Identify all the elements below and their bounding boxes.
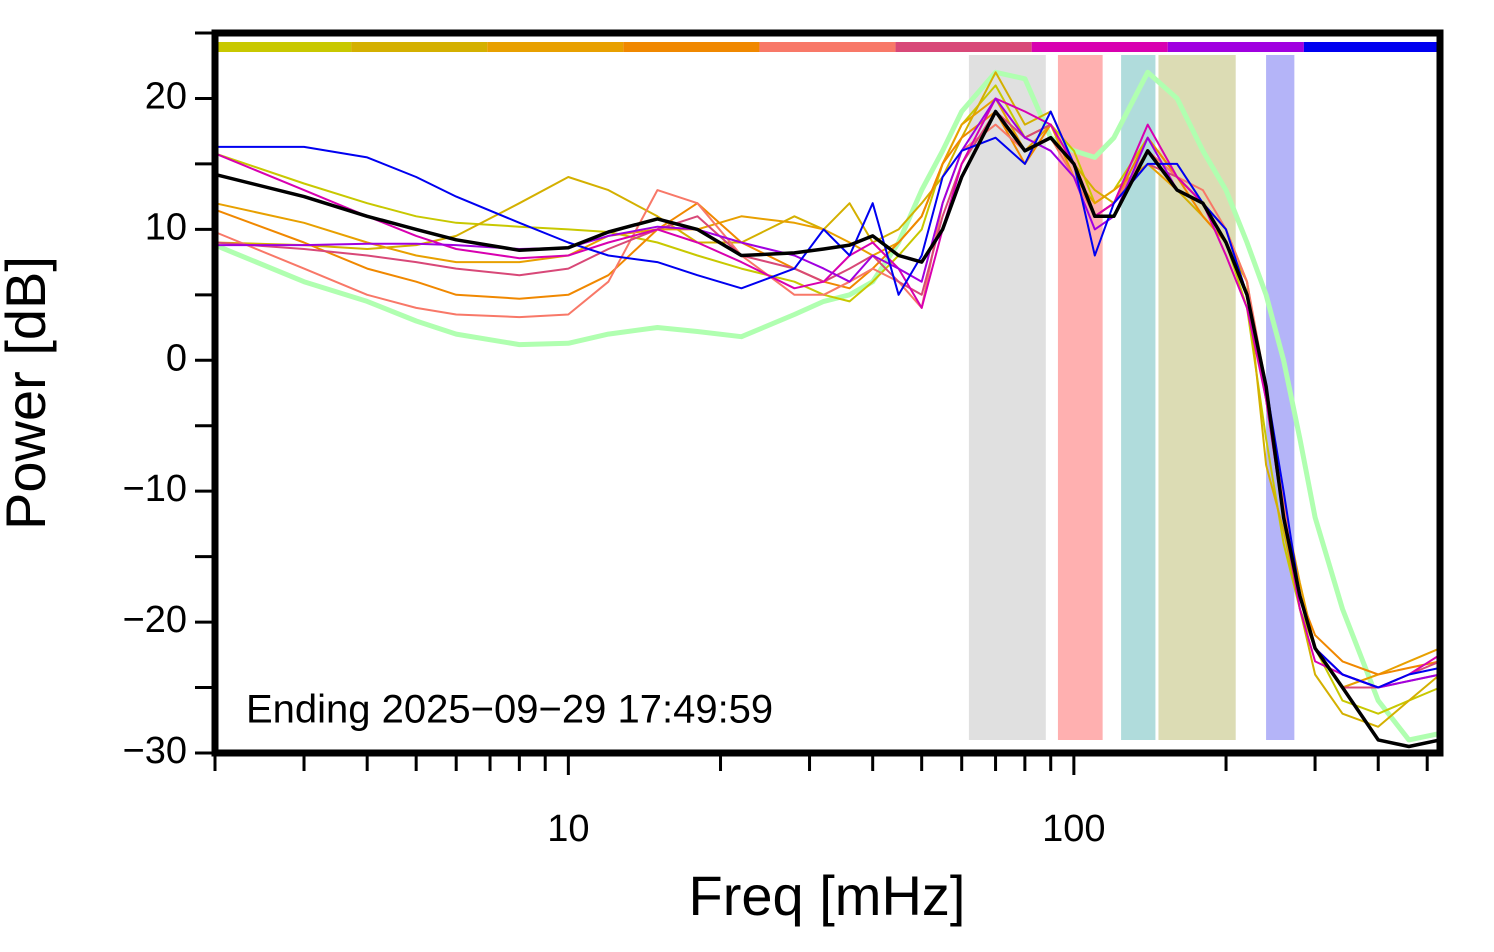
x-tick-label: 10 xyxy=(547,808,589,850)
annotation: Ending 2025−09−29 17:49:59 xyxy=(246,688,773,732)
x-tick-label: 100 xyxy=(1042,808,1105,850)
plot-frame xyxy=(211,29,1444,757)
y-tick-label: 10 xyxy=(145,206,187,248)
series-line xyxy=(214,97,1441,689)
series-line xyxy=(214,123,1441,689)
band xyxy=(1158,55,1236,740)
y-tick-label: −20 xyxy=(123,599,187,641)
colorbar-segment xyxy=(351,42,488,52)
colorbar-segment xyxy=(1031,42,1168,52)
colorbar-segment xyxy=(759,42,896,52)
colorbar-segment xyxy=(1303,42,1440,52)
y-tick-label: 20 xyxy=(145,75,187,117)
y-tick-label: 0 xyxy=(166,337,187,379)
y-axis-label: Power [dB] xyxy=(0,256,57,530)
colorbar-segment xyxy=(623,42,760,52)
series-line xyxy=(214,84,1441,715)
colorbar-segment xyxy=(895,42,1032,52)
colorbar-segment xyxy=(487,42,624,52)
colorbar-segment xyxy=(1167,42,1304,52)
band xyxy=(968,55,1046,740)
series-line xyxy=(214,97,1441,689)
series-line xyxy=(214,110,1441,676)
colorbar-segment xyxy=(215,42,352,52)
series-line xyxy=(214,71,1441,728)
series-line xyxy=(214,69,1441,743)
series-line xyxy=(214,110,1441,689)
plot-area xyxy=(214,42,1441,749)
series-line xyxy=(215,97,1441,689)
series-line xyxy=(215,110,1441,689)
y-tick-label: −30 xyxy=(123,730,187,772)
series-line xyxy=(214,109,1441,749)
y-tick-label: −10 xyxy=(123,468,187,510)
x-axis-label: Freq [mHz] xyxy=(689,864,966,927)
